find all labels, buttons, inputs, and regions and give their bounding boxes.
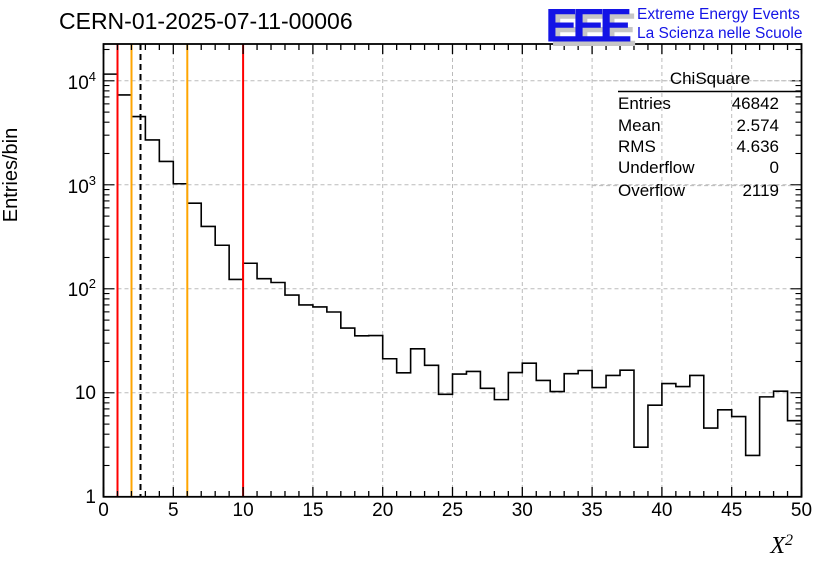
svg-text:Underflow: Underflow xyxy=(618,158,695,177)
svg-text:2119: 2119 xyxy=(742,181,779,200)
svg-text:10: 10 xyxy=(75,383,96,404)
svg-text:Extreme Energy Events: Extreme Energy Events xyxy=(637,6,800,23)
svg-text:Overflow: Overflow xyxy=(618,181,686,200)
svg-text:30: 30 xyxy=(512,500,533,521)
svg-text:0: 0 xyxy=(98,500,109,521)
svg-text:Entries/bin: Entries/bin xyxy=(0,128,22,223)
svg-text:40: 40 xyxy=(651,500,672,521)
svg-text:15: 15 xyxy=(302,500,323,521)
svg-text:10: 10 xyxy=(233,500,254,521)
svg-text:EEE: EEE xyxy=(545,0,631,52)
svg-text:ChiSquare: ChiSquare xyxy=(670,69,750,88)
svg-text:20: 20 xyxy=(372,500,393,521)
svg-text:35: 35 xyxy=(582,500,603,521)
svg-text:RMS: RMS xyxy=(618,137,656,156)
svg-text:46842: 46842 xyxy=(732,94,779,113)
svg-text:2.574: 2.574 xyxy=(736,116,779,135)
svg-text:25: 25 xyxy=(442,500,463,521)
svg-text:50: 50 xyxy=(791,500,812,521)
svg-text:1: 1 xyxy=(85,487,96,508)
svg-text:5: 5 xyxy=(168,500,179,521)
svg-text:Entries: Entries xyxy=(618,94,671,113)
svg-text:CERN-01-2025-07-11-00006: CERN-01-2025-07-11-00006 xyxy=(59,8,353,34)
svg-text:4.636: 4.636 xyxy=(736,137,779,156)
svg-text:Mean: Mean xyxy=(618,116,661,135)
svg-text:0: 0 xyxy=(770,158,779,177)
svg-text:45: 45 xyxy=(721,500,742,521)
svg-text:La Scienza nelle Scuole: La Scienza nelle Scuole xyxy=(637,25,802,42)
